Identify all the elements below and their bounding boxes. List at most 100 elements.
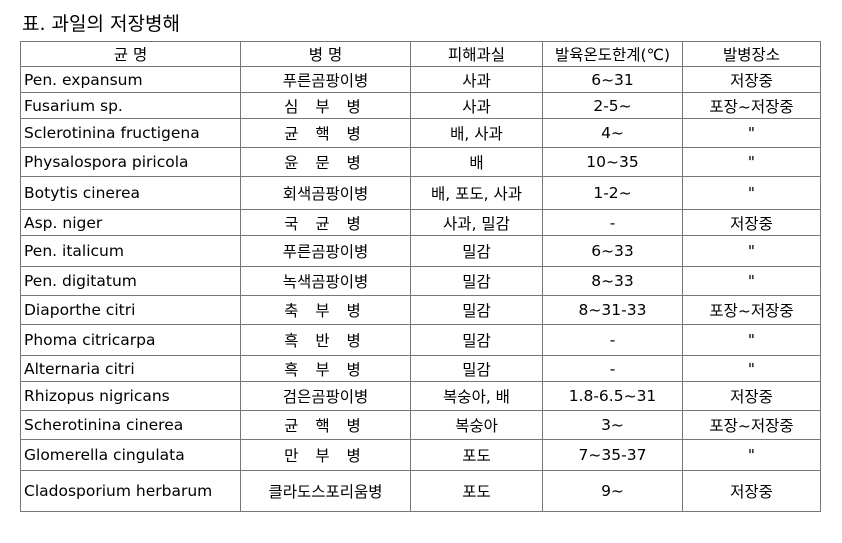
cell-host-fruit: 복숭아 <box>410 410 543 440</box>
cell-onset-place: " <box>682 235 821 267</box>
cell-pathogen: Scherotinina cinerea <box>20 410 241 440</box>
table-row: Pen. italicum 푸른곰팡이병 밀감 6~33 " <box>20 235 821 267</box>
cell-pathogen: Glomerella cingulata <box>20 439 241 471</box>
cell-pathogen: Fusarium sp. <box>20 92 241 119</box>
cell-disease: 균 핵 병 <box>240 410 411 440</box>
cell-pathogen: Alternaria citri <box>20 355 241 382</box>
table-row: Glomerella cingulata 만 부 병 포도 7~35-37 " <box>20 439 821 471</box>
cell-onset-place: " <box>682 324 821 356</box>
cell-host-fruit: 사과 <box>410 92 543 119</box>
table-row: Physalospora piricola 윤 문 병 배 10~35 " <box>20 147 821 177</box>
cell-onset-place: " <box>682 439 821 471</box>
header-row: 균 명 병 명 피해과실 발육온도한계(℃) 발병장소 <box>20 41 821 67</box>
cell-disease: 회색곰팡이병 <box>240 176 411 210</box>
cell-growth-temp: - <box>542 209 683 236</box>
table-row: Scherotinina cinerea 균 핵 병 복숭아 3~ 포장~저장중 <box>20 410 821 440</box>
header-onset-place: 발병장소 <box>682 41 821 67</box>
table-caption: 표. 과일의 저장병해 <box>22 13 180 35</box>
cell-pathogen: Pen. digitatum <box>20 266 241 296</box>
cell-growth-temp: 6~31 <box>542 66 683 93</box>
cell-host-fruit: 밀감 <box>410 266 543 296</box>
table-row: Fusarium sp. 심 부 병 사과 2-5~ 포장~저장중 <box>20 92 821 119</box>
cell-pathogen: Botytis cinerea <box>20 176 241 210</box>
cell-growth-temp: 9~ <box>542 470 683 512</box>
cell-disease: 흑 부 병 <box>240 355 411 382</box>
cell-host-fruit: 포도 <box>410 439 543 471</box>
cell-disease: 검은곰팡이병 <box>240 381 411 411</box>
cell-host-fruit: 배, 사과 <box>410 118 543 148</box>
cell-onset-place: " <box>682 266 821 296</box>
cell-disease: 녹색곰팡이병 <box>240 266 411 296</box>
cell-pathogen: Pen. italicum <box>20 235 241 267</box>
cell-host-fruit: 사과, 밀감 <box>410 209 543 236</box>
table-row: Pen. expansum 푸른곰팡이병 사과 6~31 저장중 <box>20 66 821 93</box>
cell-onset-place: 저장중 <box>682 381 821 411</box>
cell-disease: 국 균 병 <box>240 209 411 236</box>
cell-host-fruit: 사과 <box>410 66 543 93</box>
table-row: Diaporthe citri 축 부 병 밀감 8~31-33 포장~저장중 <box>20 295 821 325</box>
cell-onset-place: " <box>682 118 821 148</box>
cell-disease: 축 부 병 <box>240 295 411 325</box>
cell-onset-place: 포장~저장중 <box>682 92 821 119</box>
cell-growth-temp: - <box>542 355 683 382</box>
cell-onset-place: " <box>682 355 821 382</box>
cell-pathogen: Asp. niger <box>20 209 241 236</box>
cell-growth-temp: 10~35 <box>542 147 683 177</box>
cell-host-fruit: 밀감 <box>410 235 543 267</box>
cell-onset-place: " <box>682 147 821 177</box>
table-row: Alternaria citri 흑 부 병 밀감 - " <box>20 355 821 382</box>
cell-onset-place: " <box>682 176 821 210</box>
cell-pathogen: Diaporthe citri <box>20 295 241 325</box>
cell-host-fruit: 밀감 <box>410 295 543 325</box>
table-row: Asp. niger 국 균 병 사과, 밀감 - 저장중 <box>20 209 821 236</box>
table-row: Phoma citricarpa 흑 반 병 밀감 - " <box>20 324 821 356</box>
cell-host-fruit: 배 <box>410 147 543 177</box>
cell-pathogen: Sclerotinina fructigena <box>20 118 241 148</box>
cell-onset-place: 저장중 <box>682 209 821 236</box>
cell-pathogen: Phoma citricarpa <box>20 324 241 356</box>
cell-growth-temp: 8~31-33 <box>542 295 683 325</box>
cell-host-fruit: 밀감 <box>410 355 543 382</box>
cell-disease: 윤 문 병 <box>240 147 411 177</box>
table-header: 균 명 병 명 피해과실 발육온도한계(℃) 발병장소 <box>20 41 821 67</box>
cell-host-fruit: 포도 <box>410 470 543 512</box>
cell-host-fruit: 배, 포도, 사과 <box>410 176 543 210</box>
cell-disease: 푸른곰팡이병 <box>240 66 411 93</box>
cell-growth-temp: 6~33 <box>542 235 683 267</box>
cell-pathogen: Rhizopus nigricans <box>20 381 241 411</box>
header-pathogen: 균 명 <box>20 41 241 67</box>
cell-disease: 클라도스포리움병 <box>240 470 411 512</box>
table-body: Pen. expansum 푸른곰팡이병 사과 6~31 저장중 Fusarium sp.… <box>20 66 821 512</box>
cell-growth-temp: 7~35-37 <box>542 439 683 471</box>
table-row: Pen. digitatum 녹색곰팡이병 밀감 8~33 " <box>20 266 821 296</box>
cell-growth-temp: - <box>542 324 683 356</box>
cell-growth-temp: 4~ <box>542 118 683 148</box>
cell-growth-temp: 2-5~ <box>542 92 683 119</box>
cell-pathogen: Physalospora piricola <box>20 147 241 177</box>
header-disease: 병 명 <box>240 41 411 67</box>
table-row: Rhizopus nigricans 검은곰팡이병 복숭아, 배 1.8-6.5~31… <box>20 381 821 411</box>
header-growth-temp: 발육온도한계(℃) <box>542 41 683 67</box>
cell-growth-temp: 8~33 <box>542 266 683 296</box>
storage-disease-table: 균 명 병 명 피해과실 발육온도한계(℃) 발병장소 Pen. expansu… <box>20 41 821 512</box>
table-row: Sclerotinina fructigena 균 핵 병 배, 사과 4~ " <box>20 118 821 148</box>
cell-disease: 흑 반 병 <box>240 324 411 356</box>
cell-growth-temp: 3~ <box>542 410 683 440</box>
cell-disease: 만 부 병 <box>240 439 411 471</box>
table-row: Cladosporium herbarum 클라도스포리움병 포도 9~ 저장중 <box>20 470 821 512</box>
cell-pathogen: Cladosporium herbarum <box>20 470 241 512</box>
cell-disease: 푸른곰팡이병 <box>240 235 411 267</box>
header-host-fruit: 피해과실 <box>410 41 543 67</box>
cell-host-fruit: 밀감 <box>410 324 543 356</box>
cell-growth-temp: 1.8-6.5~31 <box>542 381 683 411</box>
cell-disease: 균 핵 병 <box>240 118 411 148</box>
cell-onset-place: 저장중 <box>682 66 821 93</box>
cell-disease: 심 부 병 <box>240 92 411 119</box>
cell-onset-place: 포장~저장중 <box>682 410 821 440</box>
cell-growth-temp: 1-2~ <box>542 176 683 210</box>
cell-pathogen: Pen. expansum <box>20 66 241 93</box>
cell-host-fruit: 복숭아, 배 <box>410 381 543 411</box>
cell-onset-place: 포장~저장중 <box>682 295 821 325</box>
table-row: Botytis cinerea 회색곰팡이병 배, 포도, 사과 1-2~ " <box>20 176 821 210</box>
cell-onset-place: 저장중 <box>682 470 821 512</box>
